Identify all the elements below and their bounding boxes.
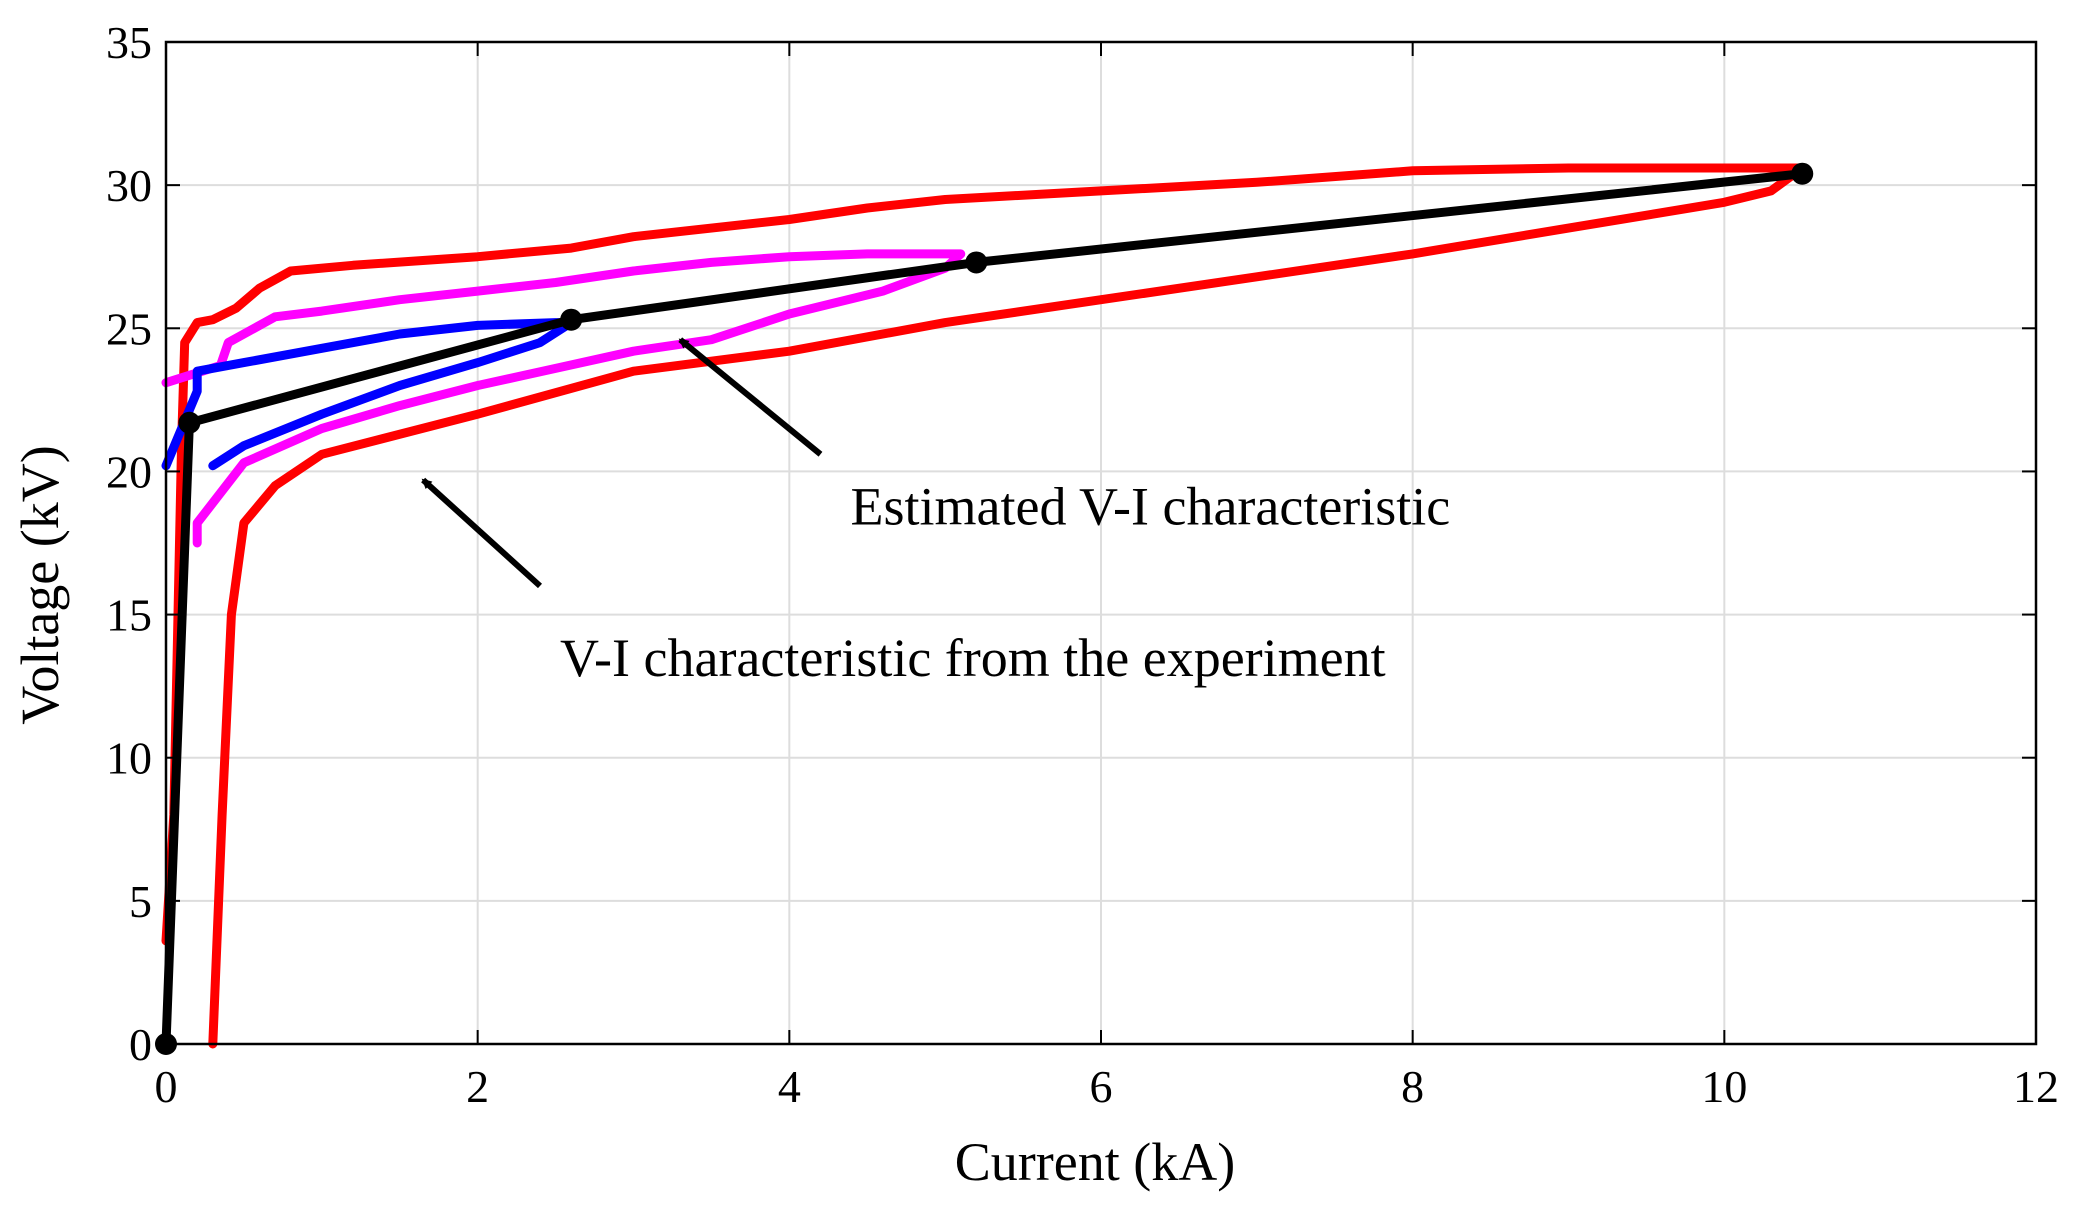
y-tick-label: 10 [106, 733, 152, 784]
y-tick-label: 35 [106, 17, 152, 68]
x-axis-label: Current (kA) [955, 1132, 1235, 1192]
annotation-layer: Estimated V-I characteristic V-I characte… [421, 337, 1451, 688]
x-tick-label: 0 [155, 1061, 178, 1112]
y-tick-label: 25 [106, 303, 152, 354]
x-tick-label: 6 [1090, 1061, 1113, 1112]
marker-estimated-characteristic [1791, 162, 1814, 185]
y-tick-label: 15 [106, 590, 152, 641]
series-layer [155, 162, 1814, 1055]
marker-estimated-characteristic [178, 411, 201, 434]
annotation-arrow [678, 337, 823, 457]
x-tick-label: 2 [466, 1061, 489, 1112]
x-tick-label: 10 [1701, 1061, 1747, 1112]
series-estimated-characteristic [161, 169, 1807, 1049]
y-tick-label: 5 [129, 876, 152, 927]
annotation-label: Estimated V-I characteristic [851, 476, 1451, 536]
annotation-arrow [421, 477, 543, 589]
y-tick-label: 20 [106, 446, 152, 497]
marker-estimated-characteristic [965, 251, 988, 274]
x-tick-label: 4 [778, 1061, 801, 1112]
annotation-label: V-I characteristic from the experiment [560, 628, 1386, 688]
y-tick-label: 30 [106, 160, 152, 211]
x-tick-label: 8 [1401, 1061, 1424, 1112]
y-tick-label: 0 [129, 1019, 152, 1070]
tick-layer: 0 2 4 6 8 10 12 0 5 10 15 20 25 30 35 [106, 17, 2059, 1112]
series-experiment-loop-5kA [161, 249, 966, 548]
marker-estimated-characteristic [560, 308, 583, 331]
x-tick-label: 12 [2013, 1061, 2059, 1112]
series-experiment-loop-2.5kA [161, 318, 576, 471]
y-axis-label: Voltage (kV) [10, 445, 70, 724]
series-experiment-loop-10.5kA [161, 163, 1807, 1049]
